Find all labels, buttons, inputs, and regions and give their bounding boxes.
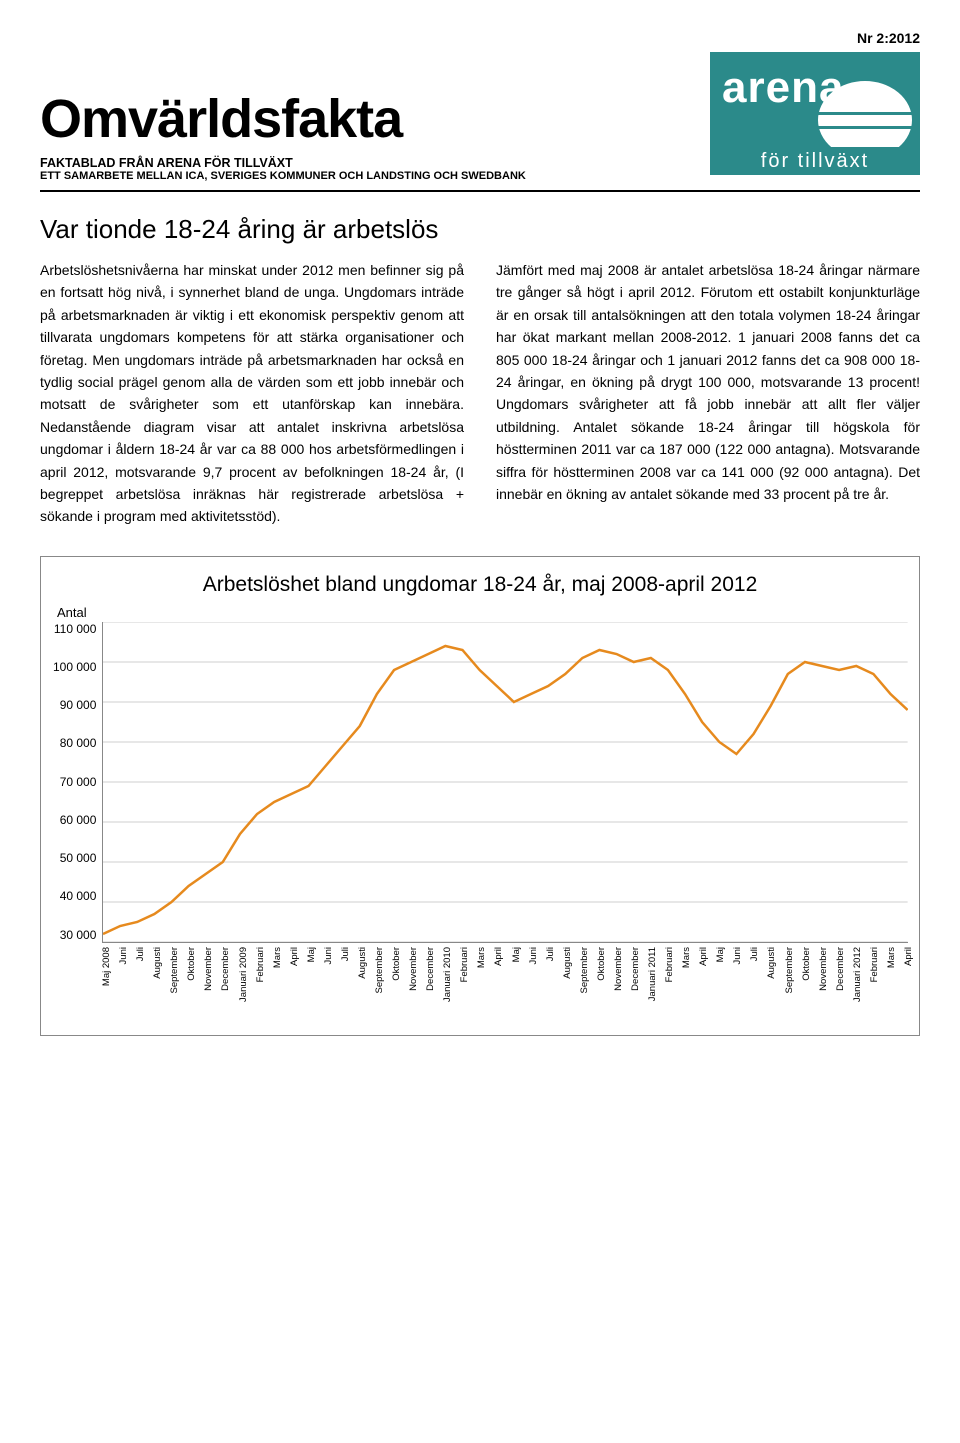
chart-x-tick: Mars: [681, 947, 692, 968]
chart-x-tick: Juni: [118, 947, 129, 964]
chart-x-tick: Februari: [255, 947, 266, 982]
chart-x-tick: Augusti: [562, 947, 573, 979]
publication-title: Omvärldsfakta: [40, 88, 710, 150]
chart-x-tick: November: [818, 947, 829, 991]
chart-x-tick: Juli: [545, 947, 556, 961]
chart-x-tick: November: [203, 947, 214, 991]
column-left: Arbetslöshetsnivåerna har minskat under …: [40, 259, 464, 528]
chart-title: Arbetslöshet bland ungdomar 18-24 år, ma…: [53, 573, 907, 597]
header: Omvärldsfakta FAKTABLAD FRÅN ARENA FÖR T…: [40, 52, 920, 182]
logo-text-bottom: för tillväxt: [761, 150, 869, 172]
chart-x-tick: April: [903, 947, 914, 966]
chart-y-tick: 80 000: [60, 736, 97, 750]
chart-x-tick: Oktober: [391, 947, 402, 981]
chart-x-tick: Juni: [323, 947, 334, 964]
chart-y-tick: 40 000: [60, 889, 97, 903]
chart-x-tick: Juli: [749, 947, 760, 961]
arena-logo: arena för tillväxt: [710, 52, 920, 182]
chart-y-tick: 110 000: [54, 622, 97, 636]
chart-x-tick: Maj: [306, 947, 317, 962]
chart-x-tick: Juni: [732, 947, 743, 964]
chart-y-tick: 100 000: [53, 660, 96, 674]
chart-x-tick: Maj: [715, 947, 726, 962]
chart-x-tick: Januari 2012: [852, 947, 863, 1002]
chart-x-tick: April: [698, 947, 709, 966]
chart-x-tick: Juli: [340, 947, 351, 961]
chart-y-tick: 90 000: [60, 698, 97, 712]
chart-y-tick: 70 000: [60, 775, 97, 789]
column-right: Jämfört med maj 2008 är antalet arbetslö…: [496, 259, 920, 528]
chart-x-tick: Augusti: [766, 947, 777, 979]
chart-x-tick: Mars: [476, 947, 487, 968]
chart-x-tick: Maj 2008: [101, 947, 112, 986]
chart-x-tick: September: [784, 947, 795, 993]
chart-x-tick: December: [630, 947, 641, 991]
publication-subtitle-1: FAKTABLAD FRÅN ARENA FÖR TILLVÄXT: [40, 156, 710, 170]
chart-container: Arbetslöshet bland ungdomar 18-24 år, ma…: [40, 556, 920, 1036]
chart-x-tick: December: [220, 947, 231, 991]
chart-x-tick: Januari 2009: [238, 947, 249, 1002]
chart-x-tick: Februari: [869, 947, 880, 982]
chart-x-tick: Januari 2010: [442, 947, 453, 1002]
chart-x-tick: November: [408, 947, 419, 991]
chart-x-tick: September: [169, 947, 180, 993]
article-body: Arbetslöshetsnivåerna har minskat under …: [40, 259, 920, 528]
chart-x-tick: Augusti: [357, 947, 368, 979]
chart-y-axis: 110 000 100 000 90 000 80 000 70 000 60 000 50…: [53, 622, 102, 942]
logo-text-top: arena: [722, 63, 844, 112]
chart-x-tick: Oktober: [596, 947, 607, 981]
chart-x-tick: April: [493, 947, 504, 966]
chart-x-tick: Mars: [886, 947, 897, 968]
chart-x-tick: Februari: [459, 947, 470, 982]
chart-x-tick: Oktober: [801, 947, 812, 981]
chart-x-tick: Mars: [272, 947, 283, 968]
chart-x-tick: Juli: [135, 947, 146, 961]
header-rule: [40, 190, 920, 192]
chart-x-tick: Augusti: [152, 947, 163, 979]
chart-y-tick: 30 000: [60, 928, 97, 942]
chart-x-tick: December: [835, 947, 846, 991]
chart-x-tick: Februari: [664, 947, 675, 982]
chart-x-tick: Maj: [511, 947, 522, 962]
chart-y-tick: 50 000: [60, 851, 97, 865]
chart-plot: [102, 622, 908, 943]
chart-x-tick: September: [374, 947, 385, 993]
article-headline: Var tionde 18-24 åring är arbetslös: [40, 214, 920, 245]
publication-subtitle-2: ETT SAMARBETE MELLAN ICA, SVERIGES KOMMU…: [40, 170, 710, 182]
chart-x-axis: Maj 2008 Juni Juli Augusti September Oktober N…: [101, 943, 903, 1027]
chart-y-axis-label: Antal: [57, 605, 907, 620]
chart-x-tick: Juni: [528, 947, 539, 964]
chart-x-tick: April: [289, 947, 300, 966]
chart-x-tick: December: [425, 947, 436, 991]
chart-x-tick: September: [579, 947, 590, 993]
chart-x-tick: Oktober: [186, 947, 197, 981]
issue-number: Nr 2:2012: [40, 30, 920, 46]
chart-x-tick: November: [613, 947, 624, 991]
chart-x-tick: Januari 2011: [647, 947, 658, 1001]
chart-line-series: [103, 646, 908, 934]
chart-y-tick: 60 000: [60, 813, 97, 827]
